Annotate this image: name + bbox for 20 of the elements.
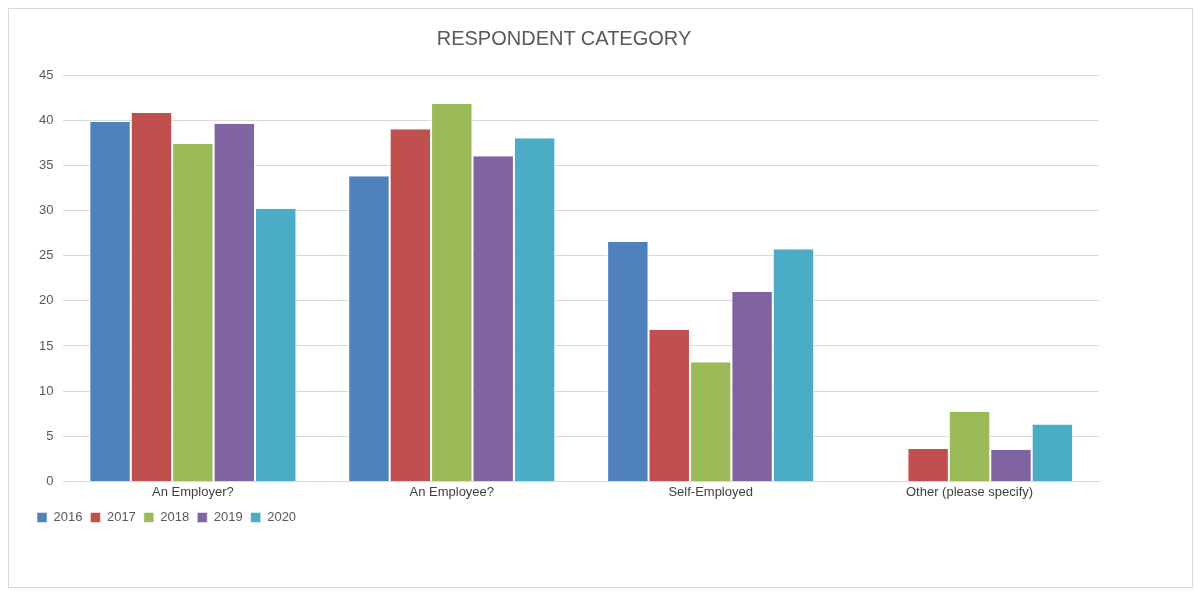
y-tick-label: 25 [38, 247, 54, 263]
y-tick-label: 40 [38, 111, 54, 127]
y-tick-label: 30 [38, 202, 54, 218]
legend-label: 2017 [106, 509, 136, 525]
chart-title: RESPONDENT CATEGORY [436, 26, 692, 49]
x-tick-label: An Employer? [152, 483, 234, 499]
y-tick-label: 15 [38, 337, 54, 353]
x-tick-label: An Employee? [409, 483, 495, 499]
legend-label: 2020 [267, 509, 297, 525]
y-tick-label: 0 [46, 472, 54, 488]
legend-label: 2019 [213, 509, 243, 525]
legend-label: 2016 [53, 509, 83, 525]
legend-label: 2018 [160, 509, 190, 525]
x-tick-label: Other (please specify) [905, 483, 1034, 499]
y-tick-label: 45 [38, 66, 54, 82]
y-tick-label: 35 [38, 156, 54, 172]
x-tick-label: Self-Employed [668, 483, 753, 499]
y-tick-label: 5 [46, 427, 54, 443]
y-tick-label: 20 [38, 292, 54, 308]
y-tick-label: 10 [38, 382, 54, 398]
